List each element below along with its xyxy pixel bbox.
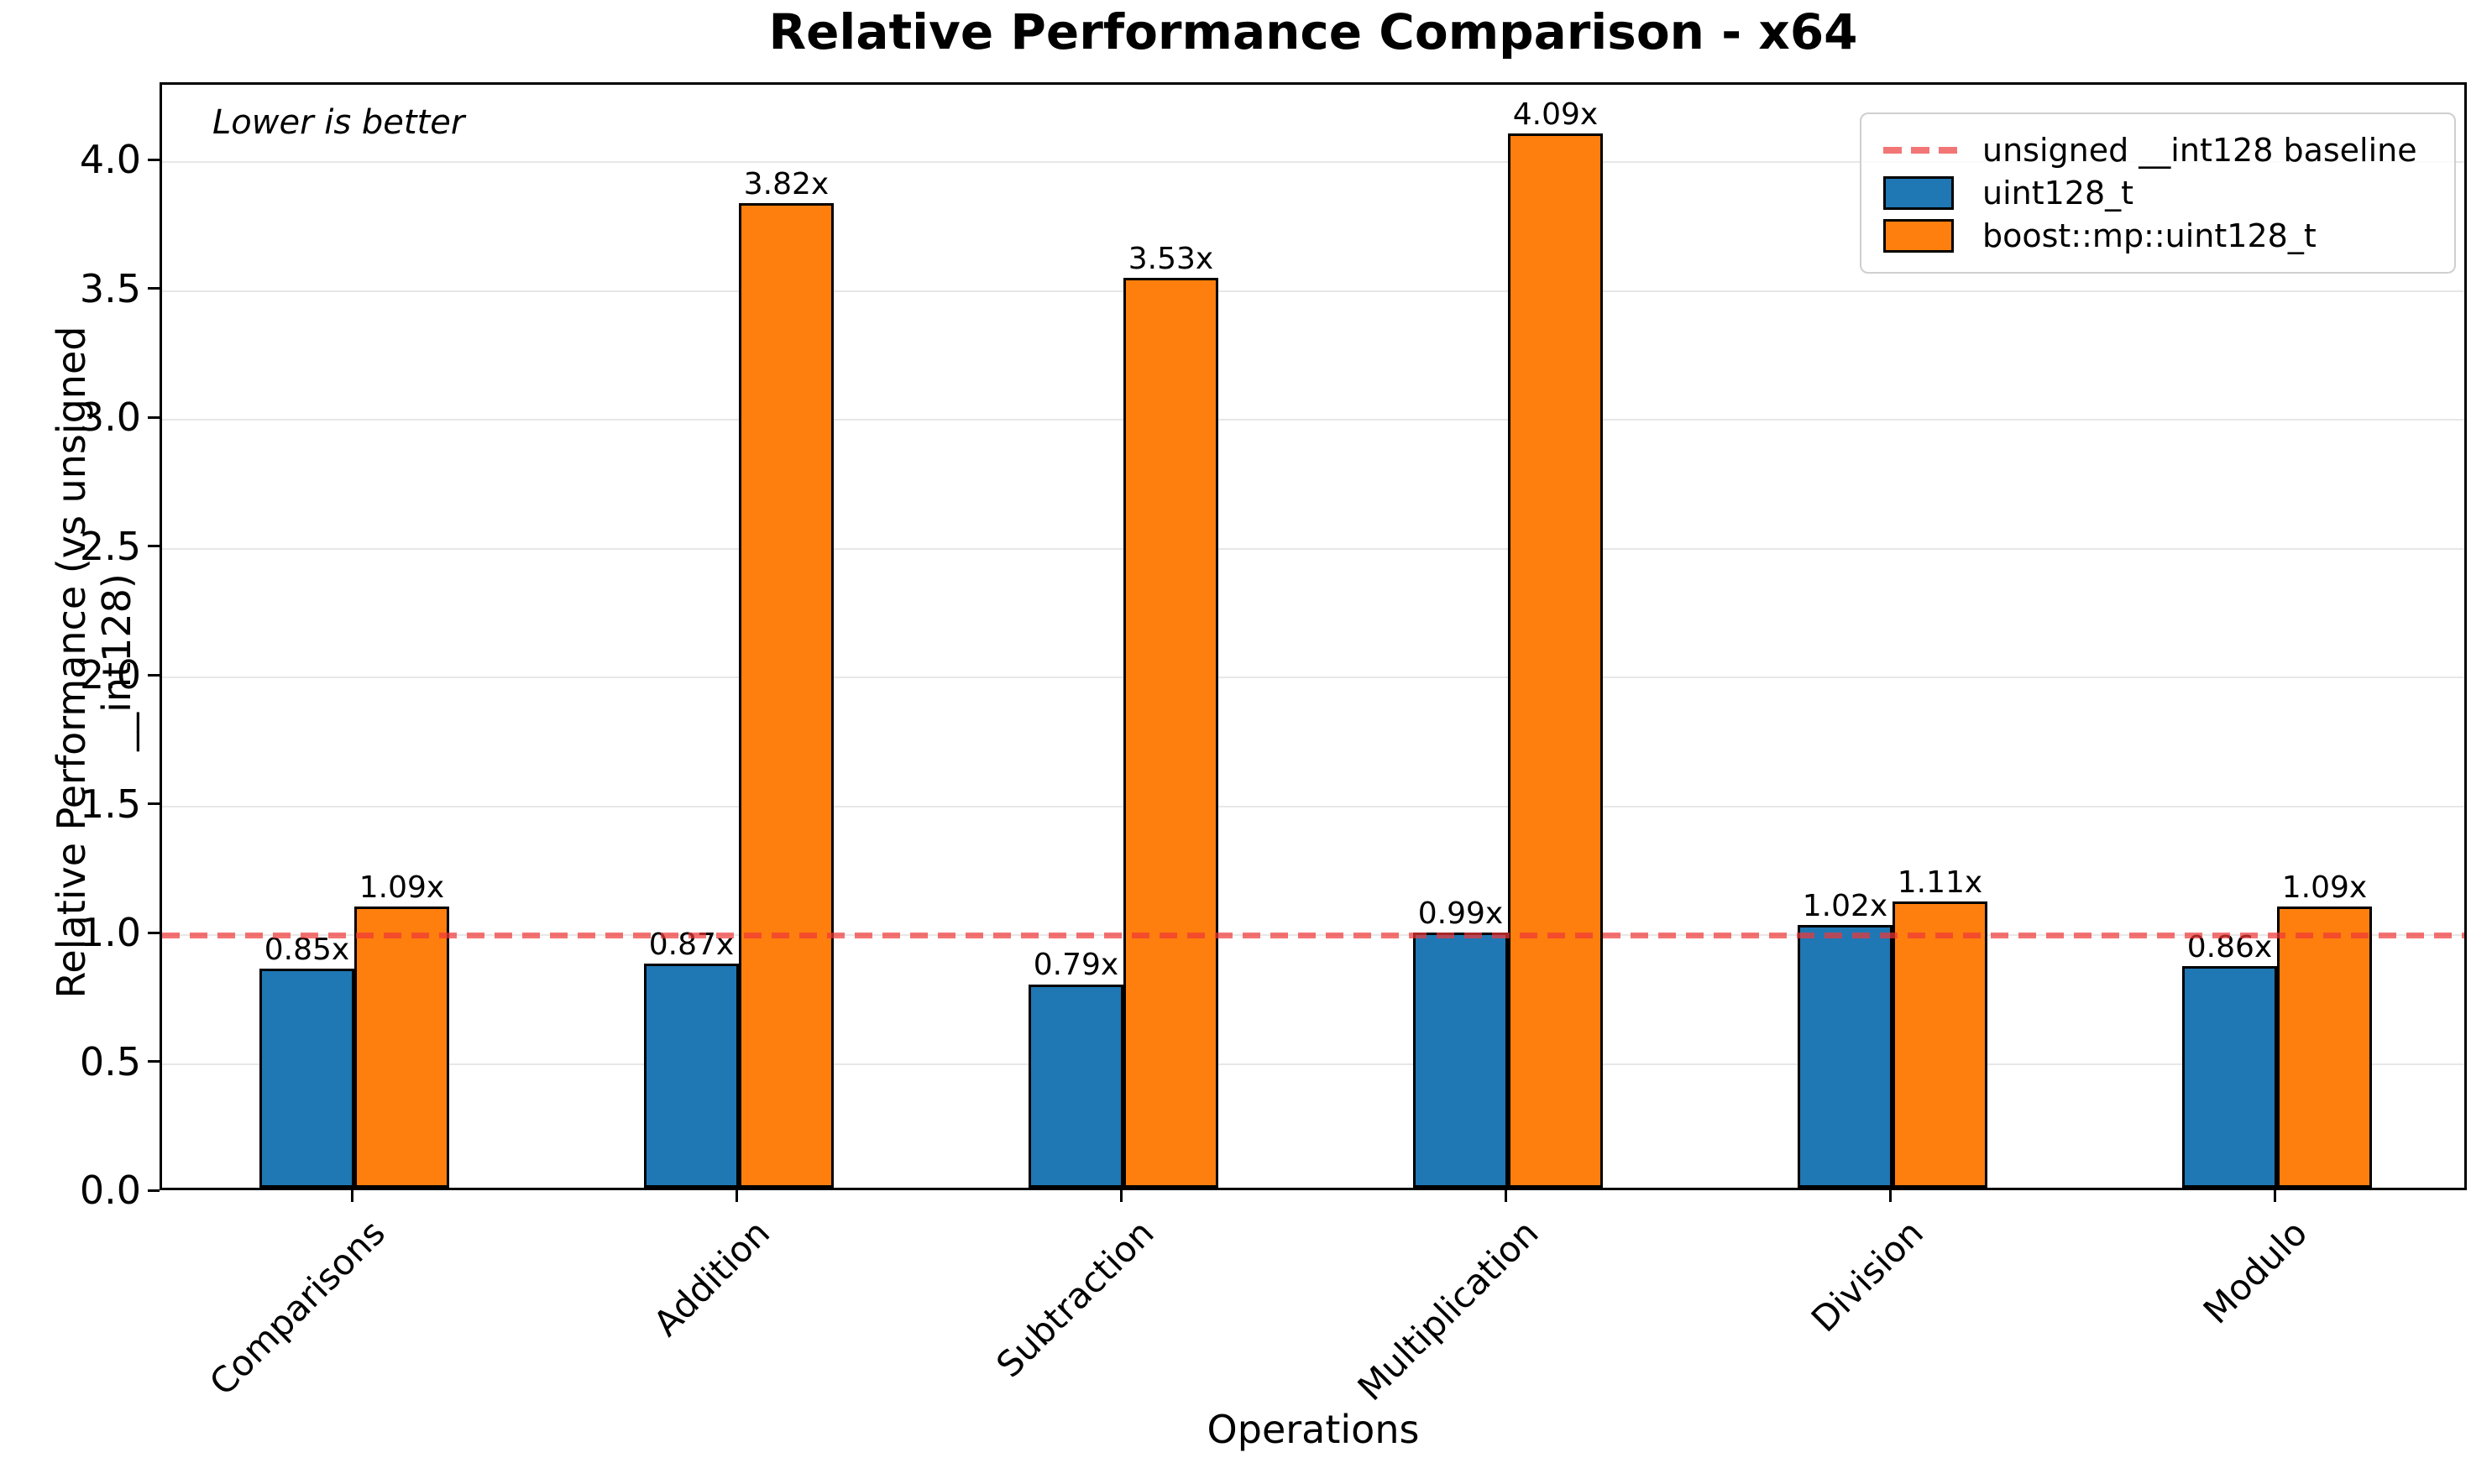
bar-boost-mp-uint128-t-modulo — [2277, 907, 2372, 1188]
orange-patch-swatch-icon — [1883, 219, 1954, 253]
bar-uint128-t-subtraction — [1029, 984, 1123, 1188]
bar-uint128-t-comparisons — [259, 969, 354, 1188]
x-tick-mark-modulo — [2273, 1190, 2276, 1202]
y-tick-mark-1.0 — [148, 931, 160, 934]
bar-boost-mp-uint128-t-multiplication — [1508, 133, 1603, 1188]
y-tick-mark-3.5 — [148, 287, 160, 290]
plot-area: 0.85x 1.09x 0.87x 3.82x 0.79x 3.53x 0.99x 4.09x… — [160, 82, 2467, 1190]
y-tick-label-4.0: 4.0 — [79, 137, 141, 183]
x-tick-label-multiplication: Multiplication — [1349, 1212, 1547, 1409]
bar-boost-mp-uint128-t-division — [1893, 901, 1987, 1188]
gridline-y-2.0 — [162, 677, 2464, 679]
chart-title: Relative Performance Comparison - x64 — [768, 3, 1858, 60]
y-tick-label-3.0: 3.0 — [79, 395, 141, 441]
legend: unsigned __int128 baseline uint128_t boo… — [1860, 112, 2456, 274]
gridline-y-2.5 — [162, 547, 2464, 550]
y-tick-mark-2.5 — [148, 545, 160, 548]
baseline-dash-swatch-icon — [1883, 147, 1961, 154]
bar-value-label: 3.53x — [1128, 242, 1214, 277]
bar-boost-mp-uint128-t-comparisons — [354, 907, 449, 1188]
bar-value-label: 0.79x — [1033, 948, 1119, 983]
gridline-y-4.0 — [162, 161, 2464, 164]
bar-value-label: 1.11x — [1897, 865, 1983, 901]
x-axis-label: Operations — [1207, 1407, 1420, 1452]
x-tick-label-addition: Addition — [645, 1212, 777, 1345]
y-tick-label-3.5: 3.5 — [79, 265, 141, 311]
y-tick-mark-0.0 — [148, 1189, 160, 1192]
gridline-y-3.5 — [162, 290, 2464, 292]
bar-value-label: 4.09x — [1512, 97, 1599, 133]
x-tick-mark-comparisons — [350, 1190, 353, 1202]
x-tick-label-subtraction: Subtraction — [988, 1212, 1162, 1386]
baseline-dashed-line — [162, 933, 2464, 939]
y-tick-label-0.5: 0.5 — [79, 1038, 141, 1084]
legend-row-uint128: uint128_t — [1883, 172, 2432, 214]
gridline-y-0.5 — [162, 1063, 2464, 1065]
bar-value-label: 0.85x — [264, 933, 350, 968]
y-tick-label-1.0: 1.0 — [79, 910, 141, 956]
bar-value-label: 0.99x — [1417, 896, 1504, 932]
legend-label-boost: boost::mp::uint128_t — [1982, 217, 2317, 254]
bar-value-label: 3.82x — [743, 167, 830, 202]
x-tick-mark-addition — [735, 1190, 738, 1202]
bar-boost-mp-uint128-t-addition — [739, 203, 834, 1188]
legend-label-baseline: unsigned __int128 baseline — [1982, 132, 2417, 169]
x-tick-label-comparisons: Comparisons — [201, 1212, 393, 1403]
x-tick-label-division: Division — [1803, 1212, 1931, 1340]
y-tick-label-2.5: 2.5 — [79, 523, 141, 569]
bar-uint128-t-modulo — [2182, 966, 2277, 1188]
gridline-y-3.0 — [162, 419, 2464, 421]
y-tick-mark-1.5 — [148, 802, 160, 806]
bar-value-label: 1.09x — [359, 870, 445, 906]
bar-uint128-t-division — [1798, 924, 1893, 1188]
bar-uint128-t-multiplication — [1413, 933, 1508, 1188]
y-tick-mark-0.5 — [148, 1060, 160, 1063]
bar-value-label: 1.02x — [1802, 888, 1888, 923]
legend-row-boost: boost::mp::uint128_t — [1883, 215, 2432, 257]
blue-patch-swatch-icon — [1883, 176, 1954, 210]
bar-value-label: 1.09x — [2281, 870, 2368, 906]
x-tick-mark-division — [1888, 1190, 1892, 1202]
bar-boost-mp-uint128-t-subtraction — [1123, 278, 1218, 1188]
y-tick-label-1.5: 1.5 — [79, 781, 141, 827]
y-tick-label-0.0: 0.0 — [79, 1168, 141, 1213]
y-tick-label-2.0: 2.0 — [79, 652, 141, 698]
y-tick-mark-4.0 — [148, 158, 160, 161]
y-tick-mark-3.0 — [148, 415, 160, 419]
x-tick-mark-subtraction — [1119, 1190, 1123, 1202]
legend-row-baseline: unsigned __int128 baseline — [1883, 129, 2432, 171]
x-tick-mark-multiplication — [1504, 1190, 1507, 1202]
lower-is-better-annotation: Lower is better — [212, 103, 465, 142]
legend-label-uint128: uint128_t — [1982, 175, 2134, 212]
x-tick-label-modulo: Modulo — [2196, 1212, 2316, 1332]
bar-uint128-t-addition — [644, 963, 739, 1188]
y-tick-mark-2.0 — [148, 673, 160, 677]
gridline-y-1.5 — [162, 805, 2464, 807]
